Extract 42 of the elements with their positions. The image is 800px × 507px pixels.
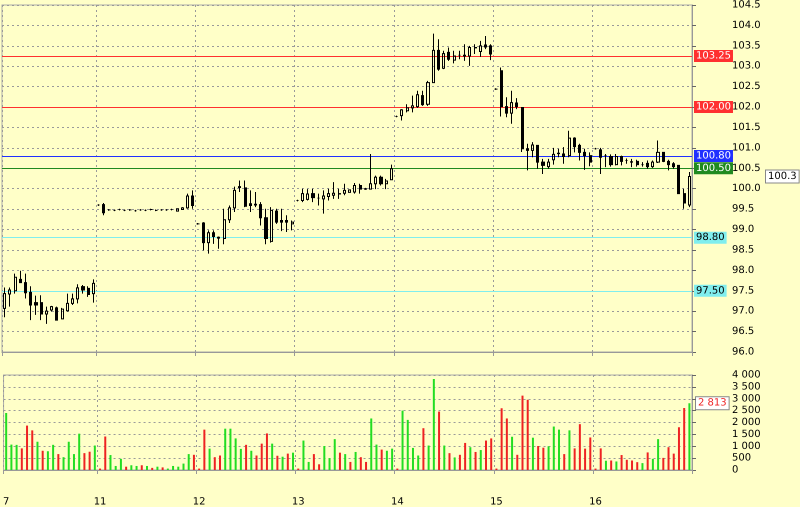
ref-line-label: 97.50 (696, 285, 725, 296)
text: 2 813 (698, 398, 727, 409)
y-tick-label: 104.5 (732, 0, 761, 10)
y-tick-label: 3 000 (732, 393, 761, 404)
x-tick-label: 13 (292, 496, 305, 507)
y-tick-label: 97.0 (732, 306, 754, 317)
y-tick-label: 500 (732, 452, 752, 464)
x-tick-label: 12 (192, 496, 206, 507)
y-tick-label: 101.5 (732, 122, 761, 133)
y-tick-label: 2 000 (732, 417, 761, 428)
x-tick-label: 16 (589, 496, 602, 507)
x-tick-label: 7 (2, 496, 10, 507)
y-tick-label: 102.5 (732, 81, 761, 92)
y-tick-label: 103.0 (732, 60, 761, 72)
y-tick-label: 98.0 (732, 264, 754, 276)
y-tick-label: 1 500 (732, 428, 761, 440)
y-tick-label: 98.5 (732, 244, 754, 256)
ref-line-label: 102.00 (696, 102, 731, 113)
ref-line-label: 100.50 (696, 162, 731, 174)
y-tick-label: 2 500 (732, 405, 761, 416)
y-tick-label: 97.5 (732, 285, 754, 296)
x-tick-label: 14 (390, 496, 404, 507)
text: 100.3 (768, 170, 797, 182)
y-tick-label: 4 000 (732, 370, 761, 380)
y-tick-label: 1 000 (732, 440, 761, 452)
y-tick-label: 99.5 (732, 204, 754, 215)
y-tick-label: 0 (732, 464, 738, 476)
y-tick-label: 100.0 (732, 183, 761, 194)
x-tick-label: 11 (94, 496, 106, 507)
y-tick-label: 104.0 (732, 20, 761, 31)
y-tick-label: 102.0 (732, 102, 761, 113)
ref-line-label: 98.80 (696, 232, 725, 244)
y-tick-label: 99.0 (732, 224, 754, 236)
y-tick-label: 103.5 (732, 40, 761, 52)
y-tick-label: 96.5 (732, 326, 754, 338)
x-tick-label: 15 (490, 496, 503, 507)
ref-line-label: 103.25 (696, 50, 731, 62)
y-tick-label: 96.0 (732, 346, 754, 358)
y-tick-label: 3 500 (732, 381, 761, 392)
ref-line-label: 100.80 (696, 150, 731, 162)
y-tick-label: 100.5 (732, 162, 761, 174)
y-tick-label: 101.0 (732, 142, 761, 154)
